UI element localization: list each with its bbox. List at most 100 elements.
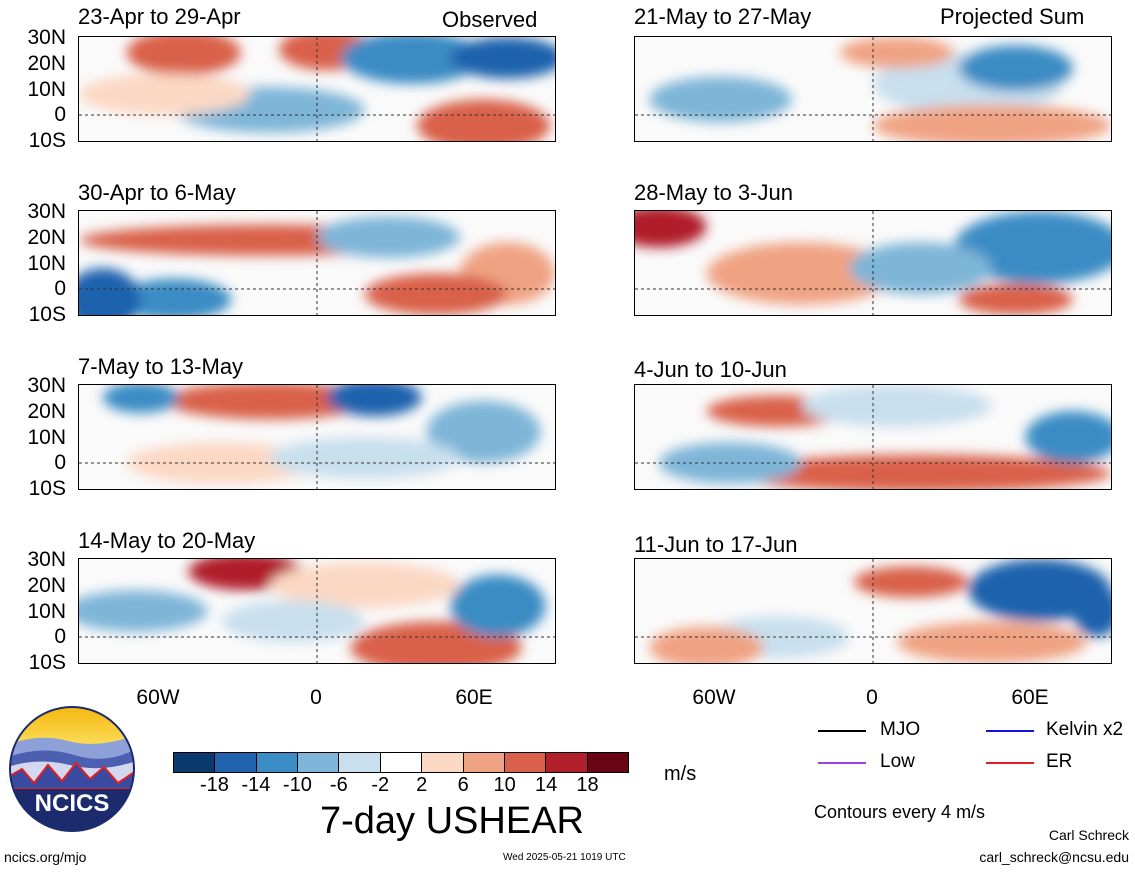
shear-anomaly (79, 268, 141, 315)
panel-title-obs-1: 23-Apr to 29-Apr (78, 4, 241, 29)
colorbar-tick-label: 10 (493, 774, 516, 796)
shear-anomaly (164, 385, 375, 420)
lat-label: 0 (54, 277, 66, 300)
colorbar-swatch (463, 753, 505, 772)
colorbar-tick-label: -18 (200, 774, 229, 796)
colorbar-swatch (546, 753, 588, 772)
panel-title-obs-2: 30-Apr to 6-May (78, 180, 236, 205)
shear-anomaly (326, 385, 422, 417)
panel-title-proj-3: 4-Jun to 10-Jun (634, 357, 787, 382)
shear-anomaly (958, 45, 1073, 92)
lat-label: 20N (27, 226, 66, 249)
shear-anomaly (102, 385, 179, 414)
colorbar-tick-label: -6 (329, 774, 348, 796)
shear-field (635, 559, 1111, 663)
shear-anomaly (340, 37, 484, 84)
panel-title-proj-4: 11-Jun to 17-Jun (634, 532, 798, 557)
colorbar-tick-label: 2 (416, 774, 428, 796)
projected-sum-label: Projected Sum (940, 4, 1085, 29)
lat-label: 10S (28, 651, 66, 674)
shear-field (635, 385, 1111, 489)
shear-anomaly (79, 73, 251, 115)
colorbar-swatch (215, 753, 257, 772)
lat-label: 10S (28, 129, 66, 152)
author-text: Carl Schreck (1048, 827, 1129, 843)
colorbar-swatch (380, 753, 423, 772)
logo-text: NCICS (35, 790, 110, 817)
shear-anomaly (649, 626, 764, 663)
legend-label-kelvin: Kelvin x2 (1046, 719, 1124, 740)
shear-field (79, 211, 555, 315)
shear-anomaly (317, 216, 460, 258)
email-text: carl_schreck@ncsu.edu (979, 849, 1129, 865)
colorbar-swatch (174, 753, 216, 772)
lat-label: 30N (27, 548, 66, 571)
observed-label: Observed (442, 7, 538, 32)
colorbar-swatch (587, 753, 628, 772)
colorbar-tick-label: 14 (534, 774, 558, 796)
lon-label-0-right: 0 (866, 686, 878, 709)
lon-label-60e-left: 60E (455, 686, 493, 709)
legend-line-kelvin (986, 730, 1034, 732)
lat-label: 20N (27, 574, 66, 597)
panel-title-obs-4: 14-May to 20-May (78, 528, 256, 553)
shear-anomaly (635, 211, 707, 248)
timestamp-text: Wed 2025-05-21 1019 UTC (503, 852, 626, 863)
shear-anomaly (79, 590, 208, 632)
website-text: ncics.org/mjo (4, 849, 87, 865)
shear-anomaly (849, 242, 992, 295)
lat-label: 10S (28, 477, 66, 500)
map-panel-proj-2 (634, 210, 1112, 316)
colorbar-tick-label: -14 (241, 774, 271, 796)
shear-anomaly (416, 99, 551, 141)
lat-label: 20N (27, 52, 66, 75)
shear-anomaly (1072, 585, 1111, 637)
shear-field (79, 37, 555, 141)
main-title: 7-day USHEAR (320, 800, 584, 842)
shear-anomaly (873, 104, 1111, 141)
lat-label: 0 (54, 103, 66, 126)
colorbar-swatch (422, 753, 464, 772)
shear-anomaly (958, 283, 1073, 315)
map-panel-obs-2 (78, 210, 556, 316)
legend-label-er: ER (1046, 751, 1073, 772)
colorbar-swatch (256, 753, 299, 772)
lat-label: 10S (28, 303, 66, 326)
shear-anomaly (953, 211, 1111, 284)
colorbar-tick-label: 6 (457, 774, 469, 796)
lat-label: 20N (27, 400, 66, 423)
map-panel-proj-3 (634, 384, 1112, 490)
shear-anomaly (896, 621, 1088, 663)
panel-title-proj-1: 21-May to 27-May (634, 4, 812, 29)
map-panel-proj-4 (634, 558, 1112, 664)
lat-label: 30N (27, 200, 66, 223)
shear-anomaly (649, 76, 793, 123)
shear-anomaly (426, 400, 541, 463)
lon-label-60e-right: 60E (1011, 686, 1049, 709)
shear-anomaly (658, 442, 802, 484)
map-panel-proj-1 (634, 36, 1112, 142)
shear-anomaly (364, 273, 508, 315)
map-panel-obs-4 (78, 558, 556, 664)
lon-label-0-left: 0 (310, 686, 322, 709)
lat-label: 10N (27, 600, 66, 623)
shear-field (635, 37, 1111, 141)
shear-field (635, 211, 1111, 315)
ncics-logo: NCICS (9, 706, 135, 832)
legend-line-er (986, 762, 1034, 764)
shear-anomaly (706, 242, 897, 305)
shear-field (79, 559, 555, 663)
lat-label: 0 (54, 625, 66, 648)
colorbar-swatch (504, 753, 547, 772)
legend-label-mjo: MJO (880, 719, 921, 740)
colorbar-tick-label: -2 (371, 774, 390, 796)
colorbar-tick-label: -10 (282, 774, 312, 796)
contour-note: Contours every 4 m/s (814, 802, 986, 822)
colorbar-swatch (339, 753, 381, 772)
shear-field (79, 385, 555, 489)
shear-anomaly (117, 278, 232, 315)
colorbar-units: m/s (664, 763, 697, 785)
shear-anomaly (269, 437, 460, 479)
lat-label: 0 (54, 451, 66, 474)
panel-title-proj-2: 28-May to 3-Jun (634, 180, 793, 205)
